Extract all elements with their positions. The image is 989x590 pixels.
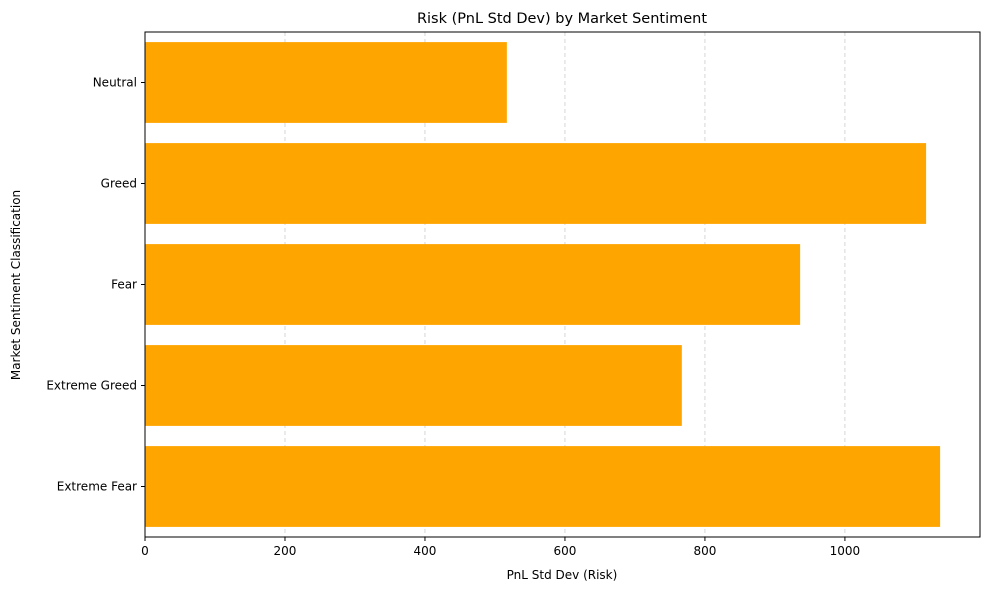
x-tick-label: 400 <box>414 544 437 558</box>
x-tick-label: 600 <box>553 544 576 558</box>
x-tick-label: 200 <box>274 544 297 558</box>
ticks-layer: 0 200 400 600 800 1000 Extreme Fear Extreme Gre… <box>46 76 860 559</box>
x-tick-label: 0 <box>141 544 149 558</box>
x-tick-label: 1000 <box>830 544 861 558</box>
y-tick-label: Fear <box>111 278 137 292</box>
y-tick-label: Extreme Greed <box>46 379 137 393</box>
y-tick-label: Extreme Fear <box>57 480 137 494</box>
y-tick-label: Neutral <box>93 76 137 90</box>
x-axis-title: PnL Std Dev (Risk) <box>507 568 618 582</box>
bar-neutral <box>145 42 507 123</box>
bar-greed <box>145 143 927 224</box>
bar-extreme-fear <box>145 446 941 527</box>
y-axis-title: Market Sentiment Classification <box>9 190 23 380</box>
y-tick-label: Greed <box>101 177 137 191</box>
bar-fear <box>145 244 801 325</box>
chart-title: Risk (PnL Std Dev) by Market Sentiment <box>417 11 707 27</box>
bars-layer <box>145 42 941 527</box>
x-tick-label: 800 <box>693 544 716 558</box>
bar-extreme-greed <box>145 345 682 426</box>
